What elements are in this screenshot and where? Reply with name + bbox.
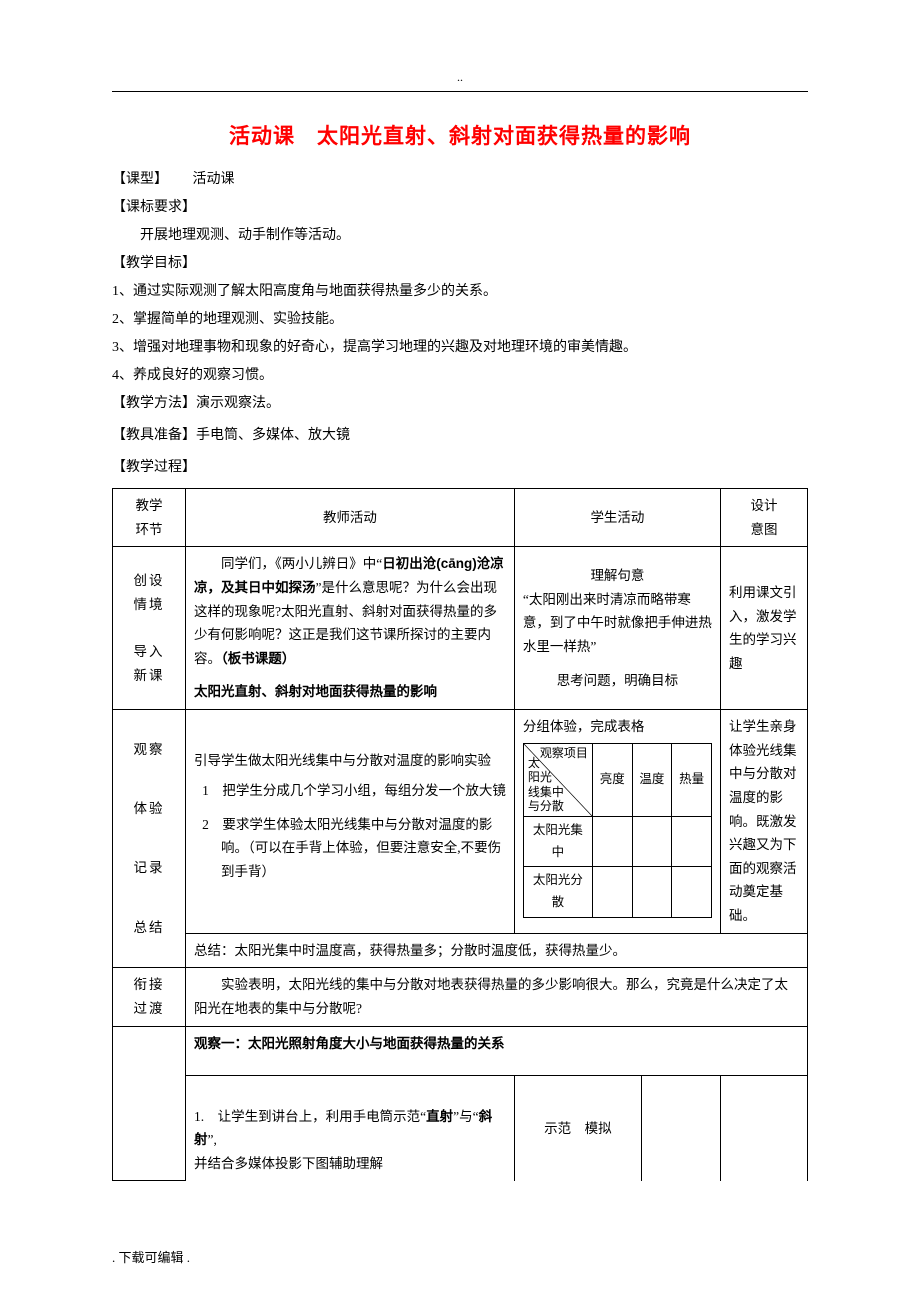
course-type-label: 【课型】 <box>112 172 161 187</box>
inner-cell <box>672 867 712 918</box>
stage-obs-l1: 观察 <box>134 742 165 757</box>
inner-row-1-label: 太阳光集中 <box>523 816 592 867</box>
inner-cell <box>632 816 672 867</box>
inner-cell <box>632 867 672 918</box>
stage-observe: 观察 体验 记录 总结 <box>113 710 186 968</box>
stage-intro-l4: 导入 <box>134 644 165 659</box>
observe-summary: 总结：太阳光集中时温度高，获得热量多；分散时温度低，获得热量少。 <box>186 933 808 968</box>
stage-intro: 创设 情境 导入 新课 <box>113 547 186 710</box>
teacher-observe-intro: 引导学生做太阳光线集中与分散对温度的影响实验 <box>194 749 506 773</box>
inner-cell <box>592 867 632 918</box>
teacher-observe-list: 1 把学生分成几个学习小组，每组分发一个放大镜 2 要求学生体验太阳光线集中与分… <box>194 779 506 884</box>
stage-obs-l5: 记录 <box>134 860 165 875</box>
empty-obs1-2 <box>721 1076 808 1181</box>
objective-1: 1、通过实际观测了解太阳高度角与地面获得热量多少的关系。 <box>112 278 808 306</box>
row-observe: 观察 体验 记录 总结 引导学生做太阳光线集中与分散对温度的影响实验 1 把学生… <box>113 710 808 934</box>
row-observe-summary: 总结：太阳光集中时温度高，获得热量多；分散时温度低，获得热量少。 <box>113 933 808 968</box>
design-observe: 让学生亲身体验光线集中与分散对温度的影响。既激发兴趣又为下面的观察活动奠定基础。 <box>721 710 808 934</box>
inner-diag-cell: 观察项目 太 阳光 线集中 与分散 <box>523 743 592 816</box>
tools-label: 【教具准备】 <box>112 428 196 443</box>
inner-col-2: 温度 <box>632 743 672 816</box>
stage-transition: 衔接 过渡 <box>113 968 186 1026</box>
footer-text: . 下载可编辑 . <box>112 1247 190 1266</box>
course-type-value: 活动课 <box>193 172 235 187</box>
page: .. 活动课 太阳光直射、斜射对面获得热量的影响 【课型】 活动课 【课标要求】… <box>0 0 920 1302</box>
student-intro-l1: 理解句意 <box>523 564 712 588</box>
stage-intro-l1: 创设 <box>134 573 165 588</box>
design-intro: 利用课文引入，激发学生的学习兴趣 <box>721 547 808 710</box>
row-obs1-body: 1. 让学生到讲台上，利用手电筒示范“直射”与“斜射”, 并结合多媒体投影下图辅… <box>113 1076 808 1181</box>
teacher-intro-pre: 同学们，《两小儿辨日》中“ <box>194 556 382 571</box>
transition-text: 实验表明，太阳光线的集中与分散对地表获得热量的多少影响很大。那么，究竟是什么决定… <box>186 968 808 1026</box>
empty-obs1-1 <box>641 1076 720 1181</box>
method-value: 演示观察法。 <box>196 396 280 411</box>
row-obs1-heading: 观察一：太阳光照射角度大小与地面获得热量的关系 <box>113 1026 808 1076</box>
table-header-row: 教学 环节 教师活动 学生活动 设计 意图 <box>113 489 808 547</box>
teacher-observe-item1: 1 把学生分成几个学习小组，每组分发一个放大镜 <box>194 779 506 803</box>
th-design: 设计 意图 <box>721 489 808 547</box>
student-observe-top: 分组体验，完成表格 <box>523 715 712 739</box>
student-observe: 分组体验，完成表格 观察项目 太 阳光 线集中 与分散 亮度 温度 热量 <box>514 710 720 934</box>
method-line: 【教学方法】演示观察法。 <box>112 390 808 418</box>
tools-line: 【教具准备】手电筒、多媒体、放大镜 <box>112 422 808 450</box>
student-intro-l2: 思考问题，明确目标 <box>523 669 712 693</box>
stage-obs-l7: 总结 <box>134 920 165 935</box>
inner-col-1: 亮度 <box>592 743 632 816</box>
stage-intro-l5: 新课 <box>134 668 165 683</box>
stage-intro-l2: 情境 <box>134 597 165 612</box>
row-intro: 创设 情境 导入 新课 同学们，《两小儿辨日》中“日初出沧(cāng)沧凉凉，及… <box>113 547 808 710</box>
lesson-plan-table: 教学 环节 教师活动 学生活动 设计 意图 创设 情境 导入 新课 同学们，《两… <box>112 488 808 1181</box>
teacher-obs1: 1. 让学生到讲台上，利用手电筒示范“直射”与“斜射”, 并结合多媒体投影下图辅… <box>186 1076 515 1181</box>
stage-obs-l3: 体验 <box>134 801 165 816</box>
top-rule <box>112 91 808 92</box>
process-label: 【教学过程】 <box>112 454 808 482</box>
page-title: 活动课 太阳光直射、斜射对面获得热量的影响 <box>112 120 808 150</box>
standard-label: 【课标要求】 <box>112 194 808 222</box>
th-student: 学生活动 <box>514 489 720 547</box>
teacher-intro-bold2: （板书课题） <box>221 651 295 666</box>
row-transition: 衔接 过渡 实验表明，太阳光线的集中与分散对地表获得热量的多少影响很大。那么，究… <box>113 968 808 1026</box>
student-intro-quote: “太阳刚出来时清凉而略带寒意，到了中午时就像把手伸进热水里一样热” <box>523 588 712 659</box>
teacher-observe: 引导学生做太阳光线集中与分散对温度的影响实验 1 把学生分成几个学习小组，每组分… <box>186 710 515 934</box>
inner-row-2-label: 太阳光分散 <box>523 867 592 918</box>
student-obs1: 示范 模拟 <box>514 1076 641 1181</box>
th-teacher: 教师活动 <box>186 489 515 547</box>
teacher-obs1-mid: ”与“ <box>453 1109 478 1124</box>
header-dots: .. <box>112 70 808 85</box>
obs1-heading-cell: 观察一：太阳光照射角度大小与地面获得热量的关系 <box>186 1026 808 1076</box>
student-intro: 理解句意 “太阳刚出来时清凉而略带寒意，到了中午时就像把手伸进热水里一样热” 思… <box>514 547 720 710</box>
teacher-observe-item2: 2 要求学生体验太阳光线集中与分散对温度的影响。（可以在手背上体验，但要注意安全… <box>194 813 506 884</box>
th-stage: 教学 环节 <box>113 489 186 547</box>
teacher-obs1-post: ”, 并结合多媒体投影下图辅助理解 <box>194 1132 383 1171</box>
method-label: 【教学方法】 <box>112 396 196 411</box>
standard-value: 开展地理观测、动手制作等活动。 <box>112 222 808 250</box>
inner-diag-bot: 太 阳光 线集中 与分散 <box>528 756 564 814</box>
teacher-intro: 同学们，《两小儿辨日》中“日初出沧(cāng)沧凉凉，及其日中如探汤”是什么意思… <box>186 547 515 710</box>
inner-col-3: 热量 <box>672 743 712 816</box>
stage-obs1 <box>113 1026 186 1181</box>
tools-value: 手电筒、多媒体、放大镜 <box>196 428 350 443</box>
inner-cell <box>672 816 712 867</box>
teacher-obs1-pre: 1. 让学生到讲台上，利用手电筒示范“ <box>194 1109 426 1124</box>
inner-observe-table: 观察项目 太 阳光 线集中 与分散 亮度 温度 热量 太阳光集中 <box>523 743 712 919</box>
objective-2: 2、掌握简单的地理观测、实验技能。 <box>112 306 808 334</box>
teacher-obs1-b1: 直射 <box>426 1109 453 1124</box>
objectives-label: 【教学目标】 <box>112 250 808 278</box>
teacher-intro-heading: 太阳光直射、斜射对地面获得热量的影响 <box>194 680 506 704</box>
obs1-heading: 观察一：太阳光照射角度大小与地面获得热量的关系 <box>194 1036 505 1051</box>
inner-cell <box>592 816 632 867</box>
objective-3: 3、增强对地理事物和现象的好奇心，提高学习地理的兴趣及对地理环境的审美情趣。 <box>112 334 808 362</box>
objective-4: 4、养成良好的观察习惯。 <box>112 362 808 390</box>
course-type-line: 【课型】 活动课 <box>112 166 808 194</box>
